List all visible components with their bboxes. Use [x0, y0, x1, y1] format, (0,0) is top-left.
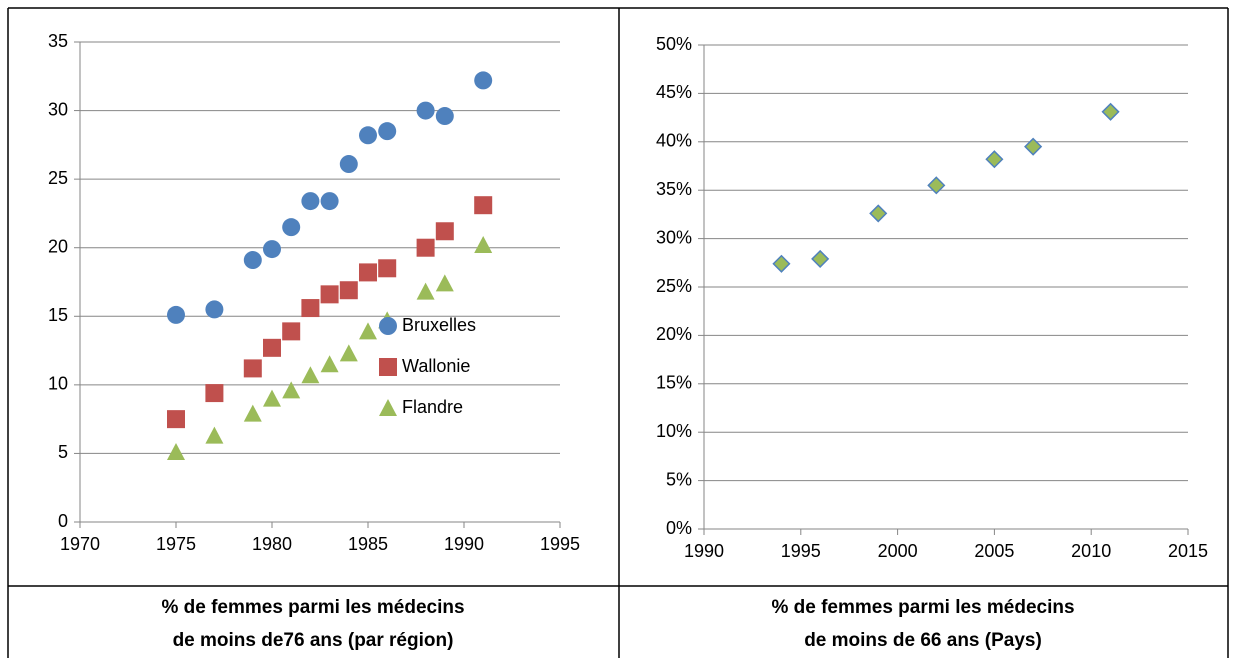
y-tick-label: 45%: [656, 82, 692, 102]
point: [320, 192, 339, 211]
point: [416, 282, 435, 300]
x-tick-label: 1990: [444, 534, 484, 554]
y-tick-label: 10: [48, 374, 68, 394]
point: [378, 259, 397, 278]
point: [811, 249, 830, 268]
y-tick-label: 15%: [656, 373, 692, 393]
y-tick-label: 0: [58, 511, 68, 531]
point: [869, 204, 888, 223]
point: [772, 254, 791, 273]
point: [320, 355, 339, 373]
chart-title: de moins de76 ans (par région): [173, 630, 454, 651]
x-tick-label: 1980: [252, 534, 292, 554]
x-tick-label: 1995: [540, 534, 580, 554]
y-tick-label: 20: [48, 236, 68, 256]
y-tick-label: 25: [48, 168, 68, 188]
point: [301, 299, 320, 318]
point: [263, 338, 281, 357]
x-tick-label: 1975: [156, 534, 196, 554]
x-tick-label: 2005: [974, 541, 1014, 561]
point: [435, 274, 454, 292]
y-tick-label: 20%: [656, 324, 692, 344]
point: [435, 222, 454, 241]
point: [167, 305, 185, 324]
point: [985, 150, 1004, 169]
point: [301, 366, 320, 384]
x-tick-label: 2000: [878, 541, 918, 561]
y-tick-label: 30%: [656, 227, 692, 247]
y-tick-label: 15: [48, 305, 68, 325]
legend-marker: [379, 358, 397, 376]
point: [263, 389, 281, 407]
y-tick-label: 10%: [656, 421, 692, 441]
x-tick-label: 1990: [684, 541, 724, 561]
point: [243, 404, 262, 422]
chart-title: % de femmes parmi les médecins: [771, 597, 1074, 618]
y-tick-label: 5%: [666, 469, 692, 489]
point: [282, 218, 301, 237]
x-tick-label: 2010: [1071, 541, 1111, 561]
table-frame: [7, 7, 1229, 658]
point: [339, 344, 358, 362]
point: [282, 381, 301, 399]
point: [205, 300, 224, 319]
point: [416, 238, 435, 257]
legend-label: Bruxelles: [402, 315, 476, 335]
point: [243, 251, 262, 270]
y-tick-label: 30: [48, 99, 68, 119]
point: [1101, 102, 1120, 121]
point: [378, 122, 397, 141]
point: [927, 176, 946, 195]
point: [435, 107, 454, 126]
y-tick-label: 25%: [656, 276, 692, 296]
legend-label: Flandre: [402, 397, 463, 417]
y-tick-label: 0%: [666, 518, 692, 538]
point: [1024, 137, 1043, 156]
point: [243, 359, 262, 378]
point: [320, 285, 339, 304]
x-tick-label: 1985: [348, 534, 388, 554]
point: [416, 101, 435, 120]
point: [474, 71, 493, 90]
y-tick-label: 35%: [656, 179, 692, 199]
chart-title: % de femmes parmi les médecins: [161, 597, 464, 618]
point: [359, 322, 377, 340]
y-tick-label: 50%: [656, 34, 692, 54]
point: [167, 443, 185, 461]
y-tick-label: 5: [58, 442, 68, 462]
x-tick-label: 1970: [60, 534, 100, 554]
legend-label: Wallonie: [402, 356, 470, 376]
point: [205, 426, 224, 444]
point: [263, 240, 281, 259]
point: [359, 263, 377, 282]
point: [282, 322, 301, 341]
point: [301, 192, 320, 211]
y-tick-label: 35: [48, 31, 68, 51]
point: [205, 384, 224, 403]
legend-marker: [379, 399, 397, 416]
point: [474, 196, 493, 215]
point: [339, 281, 358, 300]
x-tick-label: 1995: [781, 541, 821, 561]
legend-marker: [379, 317, 397, 335]
chart-title: de moins de 66 ans (Pays): [804, 630, 1042, 651]
x-tick-label: 2015: [1168, 541, 1208, 561]
point: [167, 410, 185, 429]
point: [339, 155, 358, 174]
y-tick-label: 40%: [656, 131, 692, 151]
point: [359, 126, 377, 145]
point: [474, 235, 493, 253]
